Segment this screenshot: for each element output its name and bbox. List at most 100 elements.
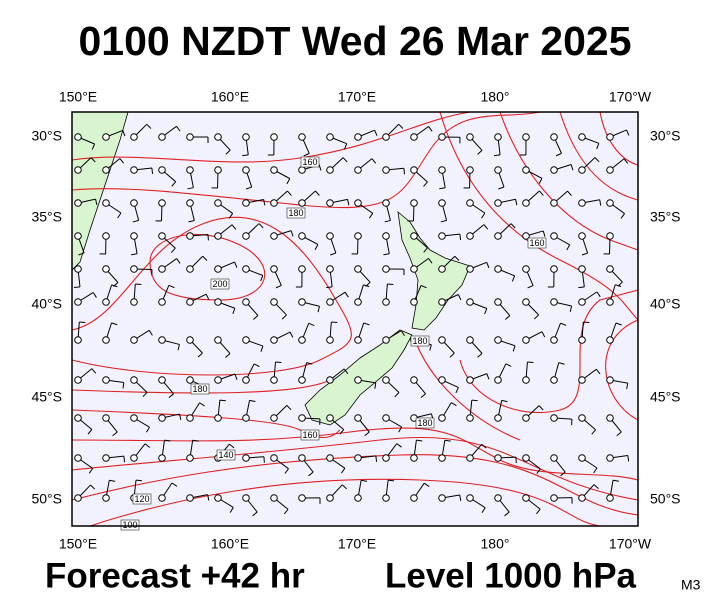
- station: [74, 494, 82, 502]
- station: [550, 166, 558, 174]
- barb-feather: [383, 253, 390, 256]
- station: [550, 232, 558, 240]
- station: [270, 336, 278, 344]
- contour-label: 160: [302, 430, 317, 440]
- station: [606, 232, 614, 240]
- station: [466, 166, 474, 174]
- station: [494, 133, 502, 141]
- station: [130, 265, 138, 273]
- barb-feather: [501, 399, 508, 403]
- barb-feather: [275, 284, 282, 289]
- station: [74, 166, 82, 174]
- station: [466, 336, 474, 344]
- station: [102, 232, 110, 240]
- barb-feather: [512, 345, 516, 352]
- station: [466, 454, 474, 462]
- barb-feather: [626, 383, 629, 390]
- station: [242, 414, 250, 422]
- barb-feather: [286, 405, 292, 411]
- station: [214, 133, 222, 141]
- station: [158, 454, 166, 462]
- barb-feather: [515, 199, 518, 206]
- barb-feather: [341, 467, 346, 474]
- barb-feather: [151, 167, 154, 174]
- barb-feather: [179, 413, 182, 421]
- station: [102, 199, 110, 207]
- station: [494, 414, 502, 422]
- barb-feather: [527, 285, 534, 289]
- station: [494, 232, 502, 240]
- top-lon-label: 180°: [481, 89, 510, 105]
- barb-feather: [343, 368, 349, 374]
- station: [522, 376, 530, 384]
- barb-feather: [146, 426, 150, 433]
- barb-feather: [455, 387, 459, 394]
- barb-feather: [616, 431, 622, 437]
- contour-label-box: [190, 383, 210, 395]
- barb-feather: [142, 392, 148, 398]
- barb-feather: [258, 223, 264, 229]
- station: [326, 298, 334, 306]
- station: [578, 454, 586, 462]
- barb-feather: [541, 331, 546, 338]
- station: [298, 298, 306, 306]
- station: [186, 298, 194, 306]
- station: [578, 232, 586, 240]
- barb-feather: [364, 431, 370, 437]
- barb-feather: [90, 484, 96, 490]
- station: [186, 133, 194, 141]
- right-lat-label: 45°S: [650, 389, 681, 405]
- station: [214, 494, 222, 502]
- station: [494, 298, 502, 306]
- title: 0100 NZDT Wed 26 Mar 2025: [79, 18, 632, 64]
- barb-feather: [112, 431, 118, 437]
- station: [186, 336, 194, 344]
- barb-feather: [117, 212, 122, 219]
- barb-feather: [623, 158, 629, 164]
- station: [606, 133, 614, 141]
- barb-feather: [620, 213, 625, 219]
- left-lat-label: 50°S: [31, 491, 62, 507]
- station: [242, 298, 250, 306]
- station: [74, 232, 82, 240]
- barb-feather: [187, 187, 194, 190]
- station: [158, 414, 166, 422]
- station: [382, 199, 390, 207]
- barb-feather: [242, 154, 249, 157]
- station: [522, 232, 530, 240]
- barb-feather: [533, 314, 539, 320]
- barb-feather: [374, 129, 378, 136]
- barb-feather: [168, 393, 174, 399]
- station: [158, 494, 166, 502]
- station: [102, 265, 110, 273]
- barb-feather: [615, 322, 622, 326]
- barb-feather: [303, 153, 310, 157]
- station: [74, 298, 82, 306]
- barb-feather: [483, 224, 489, 230]
- station: [438, 298, 446, 306]
- station: [578, 414, 586, 422]
- station: [242, 265, 250, 273]
- barb-feather: [361, 479, 368, 482]
- barb-feather: [231, 224, 237, 230]
- barb-feather: [594, 157, 600, 163]
- station: [158, 265, 166, 273]
- left-lat-label: 45°S: [31, 389, 62, 405]
- station: [270, 133, 278, 141]
- station: [242, 133, 250, 141]
- contour-label-box: [132, 493, 152, 505]
- barb-feather: [560, 322, 567, 326]
- barb-feather: [88, 468, 94, 474]
- barb-feather: [286, 178, 291, 185]
- station: [130, 232, 138, 240]
- station: [242, 232, 250, 240]
- station: [326, 376, 334, 384]
- barb-feather: [481, 507, 486, 514]
- station: [354, 232, 362, 240]
- station: [466, 414, 474, 422]
- model-code: M3: [681, 577, 701, 593]
- station: [186, 199, 194, 207]
- barb-feather: [202, 255, 208, 261]
- bottom-lon-label: 170°W: [609, 536, 652, 552]
- station: [130, 166, 138, 174]
